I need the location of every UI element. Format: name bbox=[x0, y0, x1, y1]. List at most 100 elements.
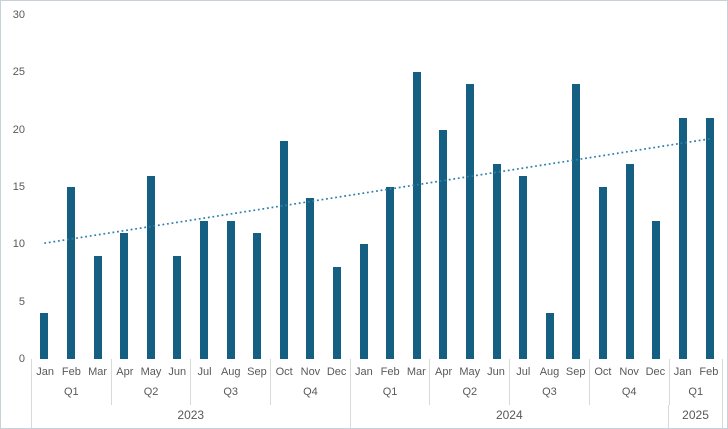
month-labels: Oct Nov Dec bbox=[271, 359, 350, 383]
bar-slot bbox=[137, 15, 164, 359]
bar-jun-2023[interactable] bbox=[173, 255, 182, 359]
month-label: May bbox=[459, 366, 481, 378]
month-labels: Jan Feb Mar bbox=[351, 359, 430, 383]
quarter-group-2025-q1: Jan Feb Q1 bbox=[668, 359, 723, 405]
quarter-group-2024-q1: Jan Feb Mar Q1 bbox=[349, 359, 430, 405]
bar-slot bbox=[590, 15, 617, 359]
bar-may-2024[interactable] bbox=[466, 83, 475, 359]
month-labels: Apr May Jun bbox=[112, 359, 191, 383]
trendline[interactable] bbox=[44, 138, 710, 245]
bar-sep-2023[interactable] bbox=[253, 232, 262, 359]
month-label: Jun bbox=[487, 366, 505, 378]
quarter-group-2024-q2: Apr May Jun Q2 bbox=[429, 359, 509, 405]
bar-aug-2024[interactable] bbox=[545, 313, 554, 359]
quarter-label: Q4 bbox=[621, 386, 637, 398]
quarter-label: Q2 bbox=[143, 386, 159, 398]
y-tick-label: 15 bbox=[12, 181, 25, 193]
plot-area bbox=[31, 15, 723, 359]
month-label: May bbox=[140, 366, 162, 378]
y-tick-label: 30 bbox=[12, 9, 25, 21]
bar-jan-2023[interactable] bbox=[40, 313, 49, 359]
month-label: Mar bbox=[88, 366, 108, 378]
bar-slot bbox=[510, 15, 537, 359]
quarter-group-2023-q3: Jul Aug Sep Q3 bbox=[190, 359, 270, 405]
month-label: Jan bbox=[36, 366, 54, 378]
month-label: Jan bbox=[673, 366, 692, 378]
month-label: Aug bbox=[539, 366, 560, 378]
bar-slot bbox=[58, 15, 85, 359]
month-labels: Jan Feb Mar bbox=[32, 359, 111, 383]
bar-dec-2023[interactable] bbox=[333, 267, 341, 359]
month-labels: Apr May Jun bbox=[430, 359, 509, 383]
y-tick-label: 0 bbox=[18, 353, 25, 365]
year-label-2023: 2023 bbox=[31, 405, 350, 428]
quarter-group-2024-q3: Jul Aug Sep Q3 bbox=[509, 359, 589, 405]
bar-jul-2023[interactable] bbox=[199, 221, 208, 359]
bar-aug-2023[interactable] bbox=[226, 221, 235, 359]
category-axis: Jan Feb Mar Q1 Apr May Jun Q2 Jul Aug Sep Q3 Oct Nov D… bbox=[31, 359, 723, 428]
month-label: Apr bbox=[434, 366, 453, 378]
month-label: Jan bbox=[354, 366, 373, 378]
bar-apr-2023[interactable] bbox=[120, 232, 129, 359]
bar-may-2023[interactable] bbox=[146, 175, 155, 359]
bar-oct-2024[interactable] bbox=[599, 187, 608, 359]
month-labels: Jan Feb bbox=[670, 359, 722, 383]
bar-feb-2023[interactable] bbox=[66, 187, 75, 359]
bar-slot bbox=[270, 15, 297, 359]
bar-jan-2025[interactable] bbox=[678, 118, 687, 359]
bar-feb-2025[interactable] bbox=[705, 118, 714, 359]
bar-feb-2024[interactable] bbox=[386, 187, 395, 359]
bar-slot bbox=[670, 15, 697, 359]
y-tick-label: 20 bbox=[12, 123, 25, 136]
month-label: Sep bbox=[565, 366, 586, 378]
quarter-label: Q3 bbox=[542, 386, 557, 398]
quarter-group-2024-q4: Oct Nov Dec Q4 bbox=[588, 359, 669, 405]
bar-slot bbox=[563, 15, 590, 359]
bar-jan-2024[interactable] bbox=[359, 244, 368, 359]
year-label-2024: 2024 bbox=[349, 405, 669, 428]
month-labels: Jul Aug Sep bbox=[191, 359, 270, 383]
bar-slot bbox=[324, 15, 351, 359]
month-label: Nov bbox=[619, 366, 639, 378]
quarter-label: Q1 bbox=[382, 386, 398, 398]
month-label: Jun bbox=[168, 366, 187, 378]
quarter-label: Q1 bbox=[688, 386, 704, 398]
month-label: Sep bbox=[247, 366, 267, 378]
bar-nov-2023[interactable] bbox=[306, 198, 315, 359]
bar-sep-2024[interactable] bbox=[572, 83, 581, 359]
quarter-label: Q1 bbox=[64, 386, 79, 398]
month-quarter-row: Jan Feb Mar Q1 Apr May Jun Q2 Jul Aug Sep Q3 Oct Nov D… bbox=[31, 359, 723, 405]
month-label: Oct bbox=[594, 366, 612, 378]
bar-jun-2024[interactable] bbox=[492, 164, 501, 359]
month-labels: Oct Nov Dec bbox=[590, 359, 669, 383]
quarter-group-2023-q4: Oct Nov Dec Q4 bbox=[270, 359, 350, 405]
bar-slot bbox=[537, 15, 564, 359]
bar-apr-2024[interactable] bbox=[439, 129, 448, 359]
bar-series bbox=[31, 15, 723, 359]
bar-jul-2024[interactable] bbox=[519, 175, 528, 359]
bar-slot bbox=[111, 15, 138, 359]
bar-mar-2024[interactable] bbox=[412, 72, 421, 359]
month-labels: Jul Aug Sep bbox=[510, 359, 589, 383]
bar-slot bbox=[616, 15, 643, 359]
bar-slot bbox=[84, 15, 111, 359]
month-label: Feb bbox=[61, 366, 81, 378]
trendline-layer bbox=[44, 138, 710, 245]
bar-nov-2024[interactable] bbox=[625, 164, 634, 359]
bar-slot bbox=[377, 15, 404, 359]
bar-slot bbox=[31, 15, 58, 359]
month-label: Mar bbox=[406, 366, 426, 378]
quarter-label: Q4 bbox=[303, 386, 318, 398]
bar-slot bbox=[297, 15, 324, 359]
month-label: Jul bbox=[197, 366, 212, 378]
bar-dec-2024[interactable] bbox=[652, 221, 661, 359]
bar-mar-2023[interactable] bbox=[93, 255, 102, 359]
quarter-group-2023-q1: Jan Feb Mar Q1 bbox=[31, 359, 111, 405]
bar-slot bbox=[164, 15, 191, 359]
month-label: Jul bbox=[516, 366, 531, 378]
bar-oct-2023[interactable] bbox=[279, 141, 288, 359]
month-label: Dec bbox=[326, 366, 347, 378]
month-label: Apr bbox=[116, 366, 134, 378]
